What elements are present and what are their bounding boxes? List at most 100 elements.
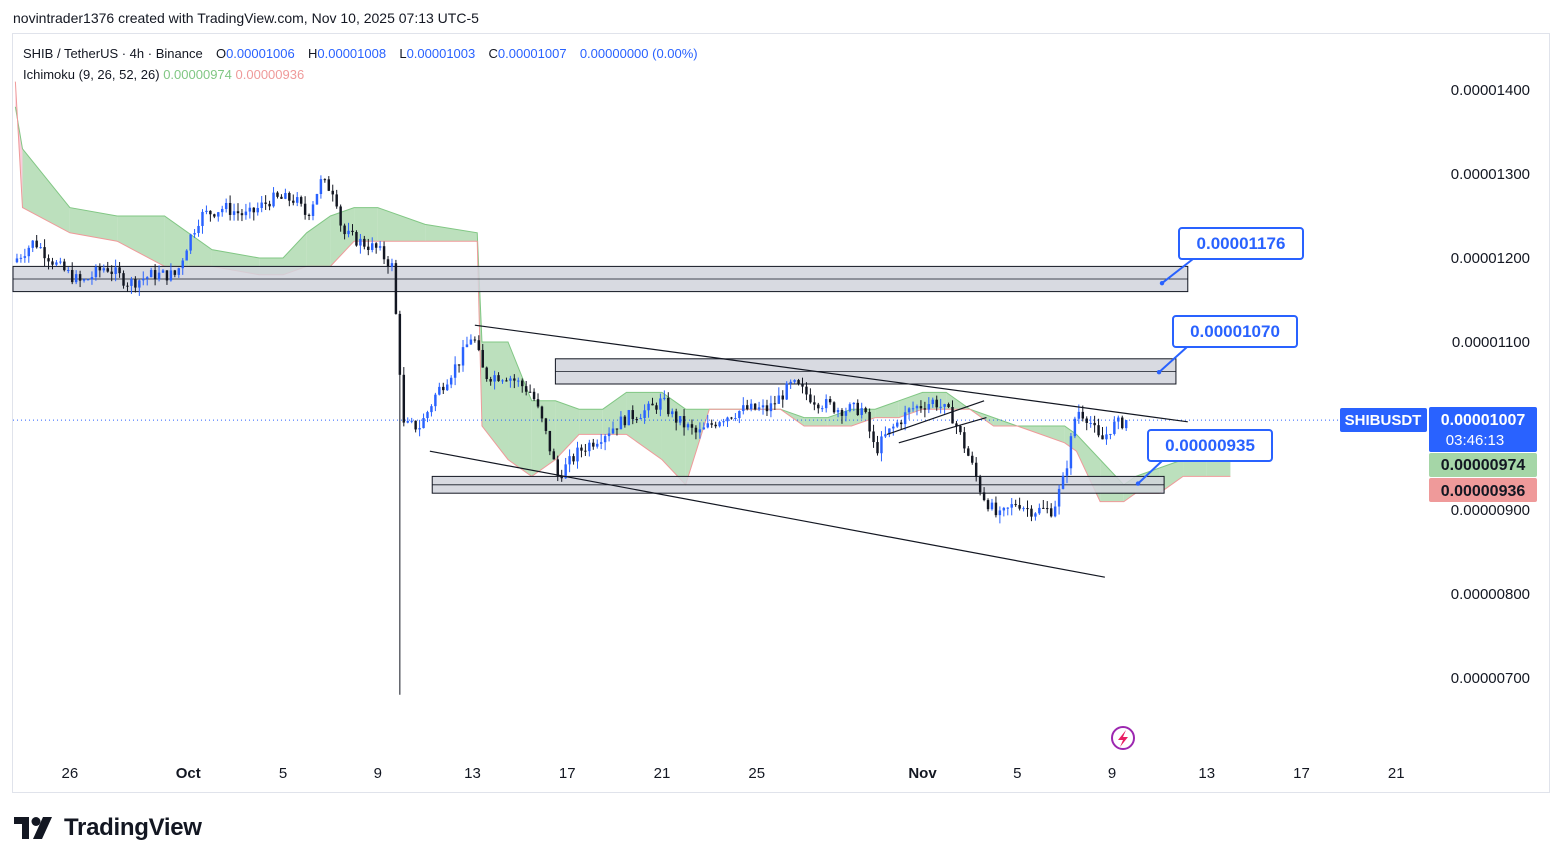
candle-body[interactable] [161, 270, 165, 273]
candle-body[interactable] [1034, 513, 1037, 517]
candle-body[interactable] [852, 402, 856, 405]
candle-body[interactable] [821, 408, 824, 410]
candle-body[interactable] [414, 420, 417, 430]
price-callout[interactable]: 0.00001176 [1159, 227, 1304, 286]
candle-body[interactable] [240, 213, 244, 216]
candle-body[interactable] [896, 422, 899, 427]
candle-body[interactable] [118, 267, 121, 274]
candle-body[interactable] [836, 410, 840, 413]
candle-body[interactable] [974, 462, 978, 477]
candle-body[interactable] [860, 408, 863, 415]
candle-body[interactable] [1117, 417, 1120, 422]
candle-body[interactable] [1077, 411, 1081, 419]
candle-body[interactable] [927, 404, 931, 410]
candle-body[interactable] [343, 225, 346, 235]
candle-body[interactable] [864, 408, 867, 412]
candle-body[interactable] [1065, 468, 1069, 476]
candle-body[interactable] [292, 200, 295, 203]
candle-body[interactable] [442, 386, 445, 391]
candle-body[interactable] [955, 423, 958, 427]
candle-body[interactable] [619, 416, 623, 430]
candle-body[interactable] [319, 179, 323, 195]
candle-body[interactable] [690, 424, 694, 428]
candle-body[interactable] [426, 412, 429, 419]
candle-body[interactable] [603, 436, 607, 443]
candle-body[interactable] [509, 378, 512, 381]
candle-body[interactable] [548, 430, 552, 452]
candle-body[interactable] [596, 443, 599, 447]
symbol-legend[interactable]: SHIB / TetherUS · 4h · Binance O0.000010… [23, 46, 698, 61]
candle-body[interactable] [252, 207, 256, 213]
candle-body[interactable] [694, 427, 698, 433]
candle-body[interactable] [331, 190, 334, 195]
candle-body[interactable] [639, 418, 642, 420]
price-callout[interactable]: 0.00000935 [1135, 429, 1273, 486]
candle-body[interactable] [943, 404, 946, 407]
candle-body[interactable] [544, 418, 548, 431]
candle-body[interactable] [1085, 418, 1088, 423]
candle-body[interactable] [1105, 434, 1108, 440]
candle-body[interactable] [27, 247, 31, 257]
candle-body[interactable] [185, 250, 188, 261]
candle-body[interactable] [528, 391, 532, 393]
candle-body[interactable] [485, 367, 488, 380]
candle-body[interactable] [59, 261, 62, 263]
candle-body[interactable] [1022, 508, 1025, 510]
candle-body[interactable] [359, 238, 362, 246]
candle-body[interactable] [556, 459, 559, 477]
candle-body[interactable] [773, 403, 777, 405]
candle-body[interactable] [923, 408, 927, 410]
candle-body[interactable] [477, 340, 481, 350]
candle-body[interactable] [236, 211, 240, 214]
candle-body[interactable] [67, 270, 70, 272]
candle-body[interactable] [126, 285, 129, 287]
candle-body[interactable] [572, 456, 575, 462]
candle-body[interactable] [671, 411, 674, 415]
candle-body[interactable] [232, 211, 236, 215]
candle-body[interactable] [461, 347, 465, 366]
candle-body[interactable] [406, 421, 409, 423]
candle-body[interactable] [165, 270, 169, 281]
candle-body[interactable] [82, 279, 86, 281]
candle-body[interactable] [367, 246, 370, 250]
candle-body[interactable] [149, 270, 153, 278]
candle-body[interactable] [94, 267, 98, 278]
candle-body[interactable] [446, 384, 449, 391]
candle-body[interactable] [667, 397, 670, 415]
candle-body[interactable] [651, 403, 654, 406]
candle-body[interactable] [635, 419, 638, 421]
candle-body[interactable] [284, 193, 287, 199]
candle-body[interactable] [35, 240, 38, 248]
candle-body[interactable] [793, 380, 796, 382]
candle-body[interactable] [998, 510, 1002, 516]
symbol-tag[interactable]: SHIBUSDT [1340, 408, 1427, 432]
candle-body[interactable] [1081, 411, 1085, 419]
candle-body[interactable] [959, 426, 962, 433]
candle-body[interactable] [797, 380, 800, 385]
candle-body[interactable] [1053, 506, 1057, 517]
candle-body[interactable] [347, 230, 350, 235]
candle-body[interactable] [722, 421, 725, 423]
candle-body[interactable] [299, 197, 303, 204]
candle-body[interactable] [327, 179, 331, 191]
candle-body[interactable] [157, 272, 161, 280]
candle-body[interactable] [801, 384, 804, 387]
candle-body[interactable] [931, 399, 934, 405]
candle-body[interactable] [272, 192, 275, 207]
candle-body[interactable] [63, 261, 66, 271]
candle-body[interactable] [449, 377, 453, 385]
candle-body[interactable] [177, 268, 181, 275]
candle-body[interactable] [892, 426, 895, 429]
candle-body[interactable] [611, 428, 615, 434]
candle-body[interactable] [915, 406, 919, 409]
last-price-tag[interactable]: 0.00001007 03:46:13 [1429, 407, 1537, 452]
symbol-title[interactable]: SHIB / TetherUS · 4h · Binance [23, 46, 203, 61]
candle-body[interactable] [422, 418, 425, 429]
candle-body[interactable] [371, 243, 374, 250]
candle-body[interactable] [122, 273, 125, 286]
candle-body[interactable] [655, 405, 658, 410]
candle-body[interactable] [311, 204, 315, 216]
candle-body[interactable] [643, 410, 646, 419]
candle-body[interactable] [295, 197, 299, 203]
